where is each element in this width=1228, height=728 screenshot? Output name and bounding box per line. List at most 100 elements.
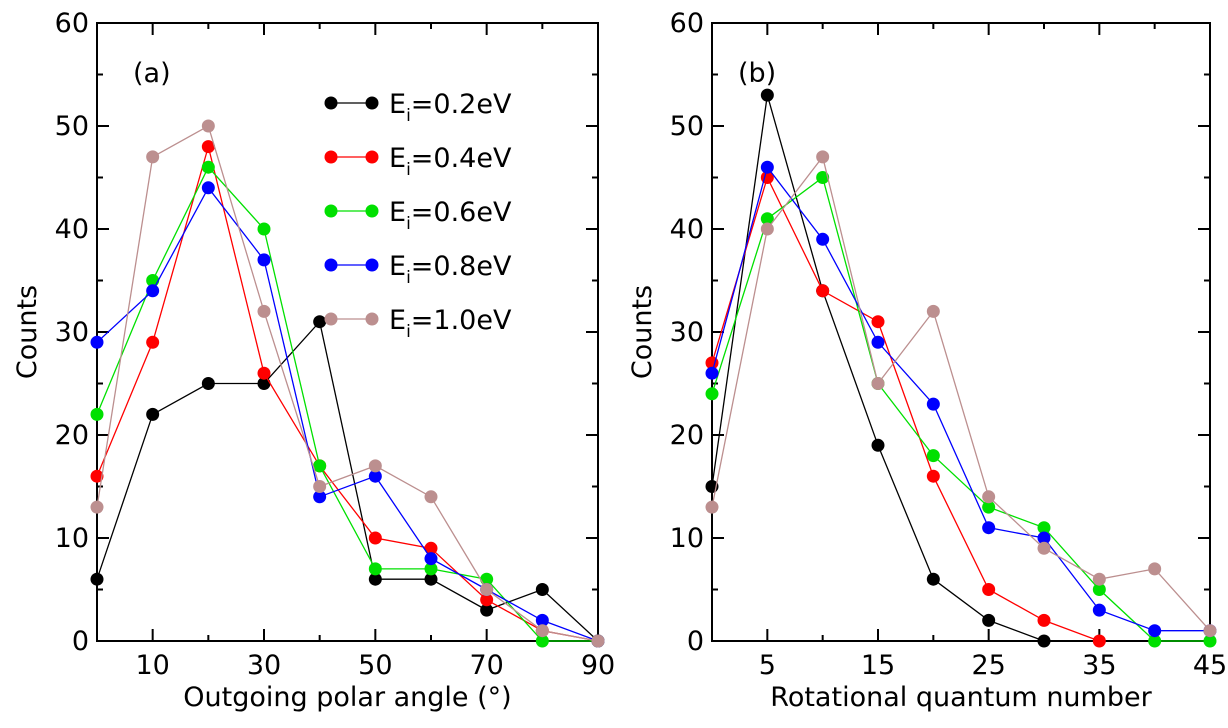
data-point [926, 397, 940, 411]
series-line-1 [96, 144, 599, 642]
legend-entry: Ei=0.6eV [324, 197, 512, 234]
y-tick-label: 60 [670, 8, 704, 39]
x-tick-label: 15 [861, 650, 895, 681]
data-point [146, 407, 160, 421]
data-point [1037, 531, 1051, 545]
legend-subscript: i [406, 160, 411, 180]
data-point [368, 469, 382, 483]
legend-subscript: i [406, 268, 411, 288]
data-point [982, 583, 996, 596]
data-point [201, 160, 215, 174]
data-point [424, 562, 438, 576]
series-line-3 [711, 165, 1210, 632]
data-point [368, 459, 382, 473]
data-point [1037, 521, 1051, 535]
legend-label: Ei=0.2eV [389, 89, 512, 126]
series-line-4 [711, 155, 1211, 632]
chart-panel-a: 0 10 20 30 40 50 60 10 30 50 70 90 Outgoing polar an… [12, 8, 615, 713]
y-axis-title: Counts [627, 285, 658, 379]
data-point [760, 88, 774, 102]
plot-frame [96, 22, 599, 642]
data-point [1203, 624, 1217, 638]
data-point [871, 377, 885, 390]
data-point [146, 284, 160, 298]
x-tick-label: 25 [971, 650, 1005, 681]
y-tick-label: 40 [670, 214, 704, 245]
data-point [146, 150, 160, 164]
legend-marker [324, 204, 338, 218]
legend-label: Ei=0.8eV [389, 251, 512, 288]
y-axis-title: Counts [12, 285, 43, 379]
legend-label: Ei=0.4eV [389, 143, 512, 180]
y-tick-label: 50 [55, 111, 89, 142]
legend-text: =0.8eV [411, 251, 512, 282]
data-point [760, 212, 774, 226]
data-point [760, 222, 774, 236]
chart-panel-b: 0 10 20 30 40 50 60 5 15 25 35 45 Rotational quantum… [627, 8, 1227, 713]
data-point [368, 562, 382, 576]
data-point [90, 572, 104, 586]
data-point [1037, 634, 1051, 648]
panel-label: (a) [133, 58, 171, 89]
legend-marker [324, 96, 338, 110]
data-point [480, 603, 494, 617]
data-point [1148, 634, 1162, 648]
legend-label: Ei=1.0eV [389, 305, 512, 342]
data-point [1148, 562, 1162, 576]
data-point [760, 160, 774, 174]
legend-text: E [389, 305, 406, 336]
data-point [926, 572, 940, 586]
legend-marker [365, 312, 379, 326]
legend-entry: Ei=1.0eV [324, 305, 512, 342]
data-point [982, 521, 996, 535]
data-point [257, 377, 271, 390]
y-tick-label: 10 [670, 523, 704, 554]
data-point [424, 541, 438, 555]
x-axis-title: Outgoing polar angle (°) [183, 682, 511, 713]
legend-text: =0.2eV [411, 89, 512, 120]
data-point [1203, 634, 1217, 648]
y-tick-label: 30 [55, 317, 89, 348]
y-tick-label: 20 [670, 420, 704, 451]
x-tick-label: 35 [1082, 650, 1116, 681]
data-point [313, 490, 327, 504]
data-point [480, 583, 494, 596]
legend-entry: Ei=0.4eV [324, 143, 512, 180]
data-point [257, 222, 271, 236]
data-point [705, 366, 719, 380]
data-point [871, 335, 885, 349]
data-point [535, 624, 549, 638]
x-tick-label: 5 [759, 650, 776, 681]
y-tick-label: 0 [72, 626, 89, 657]
legend-entry: Ei=0.2eV [324, 89, 512, 126]
data-point [368, 572, 382, 586]
data-point [871, 315, 885, 329]
x-tick-label: 70 [469, 650, 503, 681]
legend-text: =0.6eV [411, 197, 512, 228]
data-point [926, 304, 940, 318]
data-point [146, 335, 160, 349]
data-point [535, 634, 549, 648]
legend-marker [365, 204, 379, 218]
data-point [982, 500, 996, 514]
data-point [926, 469, 940, 483]
legend-marker [324, 312, 338, 326]
legend-marker [365, 258, 379, 272]
data-point [257, 253, 271, 267]
legend-subscript: i [406, 214, 411, 234]
data-point [424, 490, 438, 504]
data-point [1037, 541, 1051, 555]
data-point [591, 634, 605, 648]
data-point [816, 150, 830, 164]
data-point [535, 583, 549, 596]
legend-marker [324, 150, 338, 164]
data-point [871, 438, 885, 452]
x-tick-label: 45 [1193, 650, 1227, 681]
data-point [368, 531, 382, 545]
data-point [424, 552, 438, 566]
data-point [1092, 634, 1106, 648]
data-point [982, 613, 996, 627]
data-point [535, 613, 549, 627]
